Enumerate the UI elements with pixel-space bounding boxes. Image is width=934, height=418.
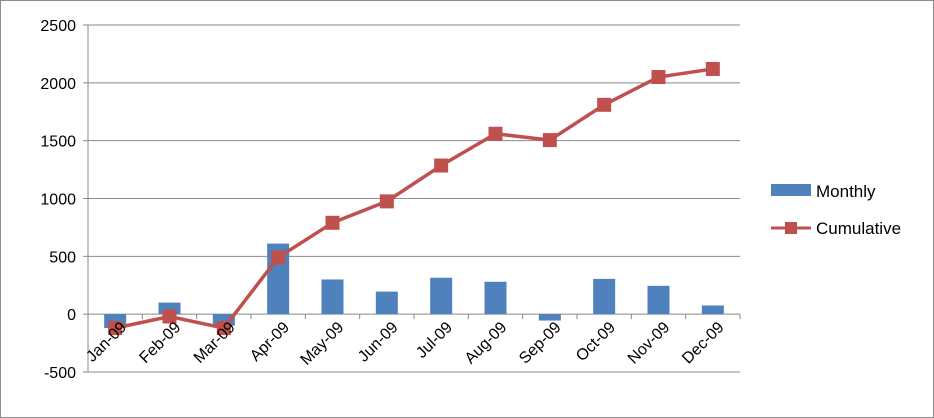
y-tick-label: -500: [44, 365, 76, 382]
y-tick-label: 1000: [40, 192, 76, 209]
y-tick-label: 500: [49, 249, 76, 266]
legend-swatch-monthly: [771, 184, 811, 196]
bar-monthly-jun-09: [375, 291, 398, 315]
point-cumulative-jul-09: [434, 158, 449, 173]
x-tick-label: Aug-09: [462, 319, 511, 368]
legend: Monthly Cumulative: [771, 182, 901, 238]
cumulative-line: [108, 61, 720, 336]
legend-marker-cumulative: [785, 222, 797, 234]
point-cumulative-nov-09: [651, 70, 666, 85]
axes: [83, 24, 741, 373]
bar-monthly-aug-09: [484, 281, 507, 315]
x-axis-tick-labels: Jan-09 Feb-09 Mar-09 Apr-09 May-09 Jun-09 Jul-…: [83, 319, 727, 369]
x-tick-label: May-09: [298, 319, 348, 369]
x-tick-label: Feb-09: [136, 319, 184, 367]
x-tick-label: Sep-09: [516, 319, 565, 368]
x-tick-label: Nov-09: [625, 319, 674, 368]
y-tick-label: 2000: [40, 76, 76, 93]
point-cumulative-dec-09: [705, 61, 720, 76]
point-cumulative-may-09: [325, 215, 340, 230]
y-tick-label: 0: [67, 307, 76, 324]
bar-monthly-may-09: [321, 279, 344, 315]
cumulative-series-line: [114, 67, 714, 330]
bar-monthly-jul-09: [430, 277, 453, 315]
bar-monthly-nov-09: [647, 285, 670, 315]
point-cumulative-jun-09: [379, 194, 394, 209]
legend-label-monthly: Monthly: [816, 182, 876, 201]
legend-label-cumulative: Cumulative: [816, 219, 901, 238]
bar-monthly-feb-09: [158, 302, 181, 315]
x-tick-label: Dec-09: [679, 319, 728, 368]
x-tick-label: Oct-09: [573, 319, 619, 365]
point-cumulative-sep-09: [542, 133, 557, 148]
point-cumulative-oct-09: [597, 97, 612, 112]
point-cumulative-apr-09: [271, 250, 286, 265]
x-tick-label: Apr-09: [247, 319, 293, 365]
monthly-bars: [104, 243, 724, 329]
point-cumulative-feb-09: [162, 309, 177, 324]
x-tick-label: Jul-09: [413, 319, 456, 362]
y-tick-label: 2500: [40, 18, 76, 35]
bar-monthly-oct-09: [593, 278, 616, 315]
x-tick-label: Jun-09: [355, 319, 402, 366]
bar-monthly-dec-09: [701, 305, 724, 315]
bar-monthly-sep-09: [538, 314, 561, 321]
point-cumulative-jan-09: [108, 321, 123, 336]
y-axis-tick-labels: -500 0 500 1000 1500 2000 2500: [40, 18, 76, 382]
point-cumulative-mar-09: [216, 321, 231, 336]
bar-monthly-mar-09: [212, 314, 235, 326]
point-cumulative-aug-09: [488, 126, 503, 141]
y-tick-label: 1500: [40, 134, 76, 151]
